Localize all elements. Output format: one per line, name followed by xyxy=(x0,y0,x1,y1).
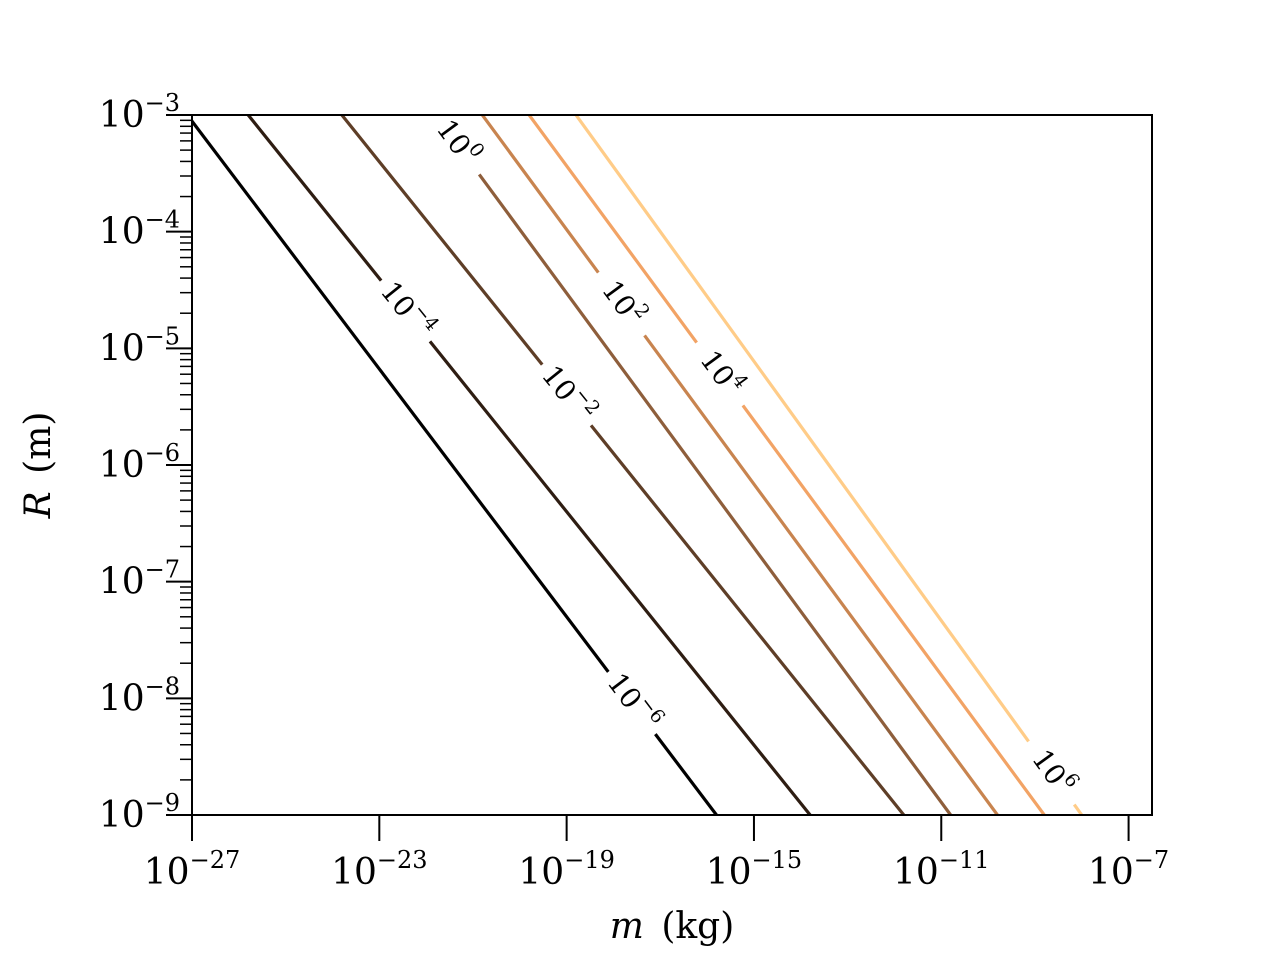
y-tick-label: 10−8 xyxy=(99,672,180,719)
x-tick-label: 10−19 xyxy=(518,846,614,893)
x-tick-label: 10−11 xyxy=(893,846,989,893)
contour-line-4 xyxy=(643,334,999,815)
y-axis-label: R (m) xyxy=(18,412,59,520)
contour-label-0: 10−6 xyxy=(601,664,669,737)
y-tick-label: 10−7 xyxy=(99,556,180,603)
contour-line-0 xyxy=(192,118,610,673)
y-tick-label: 10−3 xyxy=(99,89,180,136)
contour-line-5 xyxy=(741,404,1046,815)
contour-line-1 xyxy=(246,115,383,282)
contour-line-3 xyxy=(477,173,952,815)
contour-labels: 10−6 10−4 10−2 100 102 104 106 xyxy=(374,110,1084,801)
contour-line-5 xyxy=(527,115,698,344)
x-axis-ticks xyxy=(191,815,1130,841)
contour-label-4: 102 xyxy=(596,271,654,332)
x-tick-label: 10−27 xyxy=(144,846,240,893)
y-tick-label: 10−5 xyxy=(99,322,180,369)
contour-label-1: 10−4 xyxy=(374,272,443,345)
contour-line-0 xyxy=(654,733,718,815)
contour-line-1 xyxy=(428,340,812,815)
contour-label-3: 100 xyxy=(430,110,488,171)
contour-line-6 xyxy=(574,115,1030,743)
plot-frame xyxy=(191,114,1153,816)
contour-line-6 xyxy=(1072,803,1084,815)
y-tick-label: 10−9 xyxy=(99,789,180,836)
contour-label-2: 10−2 xyxy=(535,356,604,429)
y-tick-label: 10−4 xyxy=(99,206,180,253)
y-tick-label: 10−6 xyxy=(99,439,180,486)
contour-label-5: 104 xyxy=(694,341,752,402)
contour-line-2 xyxy=(589,424,906,815)
x-tick-label: 10−23 xyxy=(331,846,427,893)
y-axis-tick-labels: 10−9 10−8 10−7 10−6 10−5 10−4 10−3 xyxy=(99,89,180,836)
contour-lines xyxy=(192,115,1084,815)
x-axis-tick-labels: 10−27 10−23 10−19 10−15 10−11 10−7 xyxy=(144,846,1169,893)
x-tick-label: 10−7 xyxy=(1088,846,1169,893)
contour-line-2 xyxy=(340,115,544,366)
y-axis-ticks xyxy=(166,114,192,816)
contour-line-4 xyxy=(481,115,600,274)
contour-label-6: 106 xyxy=(1026,740,1084,801)
x-axis-label: m (kg) xyxy=(610,906,735,947)
x-tick-label: 10−15 xyxy=(706,846,802,893)
